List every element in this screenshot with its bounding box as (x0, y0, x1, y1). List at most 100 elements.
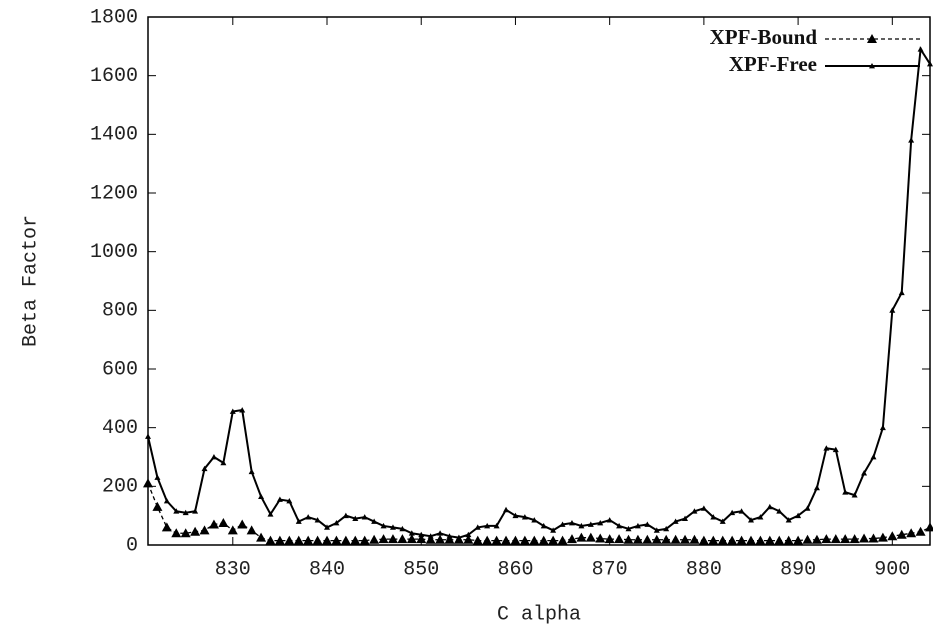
point-marker (248, 468, 255, 475)
y-tick-label: 200 (102, 476, 138, 499)
point-marker (333, 520, 340, 526)
point-marker (653, 527, 660, 533)
point-marker (152, 501, 163, 511)
point-marker (587, 521, 594, 527)
y-tick-label: 0 (126, 534, 138, 557)
point-marker (173, 508, 180, 514)
point-marker (465, 531, 472, 538)
point-marker (755, 535, 766, 545)
point-marker (286, 498, 293, 504)
point-marker (585, 532, 596, 542)
y-tick-label: 1200 (90, 182, 138, 205)
point-marker (793, 535, 804, 545)
series-line (147, 483, 931, 542)
x-tick-label: 850 (403, 558, 439, 581)
y-tick-label: 1600 (90, 65, 138, 88)
point-marker (691, 508, 698, 514)
point-marker (342, 512, 349, 519)
point-marker (161, 522, 172, 532)
point-marker (143, 478, 153, 488)
point-marker (783, 535, 794, 545)
point-marker (482, 535, 493, 545)
point-marker (437, 530, 444, 536)
point-marker (861, 470, 868, 476)
point-marker (265, 535, 276, 545)
point-marker (889, 307, 896, 313)
point-marker (369, 534, 380, 544)
point-marker (906, 528, 917, 538)
point-marker (397, 534, 408, 544)
y-tick-label: 1400 (90, 124, 138, 147)
point-marker (877, 532, 888, 542)
point-marker (670, 534, 681, 544)
point-marker (813, 484, 820, 491)
point-marker (550, 527, 557, 533)
point-marker (521, 514, 528, 520)
y-tick-label: 1000 (90, 241, 138, 264)
point-marker (785, 517, 792, 523)
point-marker (597, 520, 604, 526)
point-marker (399, 525, 406, 532)
point-marker (474, 524, 481, 530)
point-marker (389, 524, 396, 530)
point-marker (276, 496, 283, 502)
point-marker (727, 535, 738, 545)
point-marker (557, 535, 568, 545)
point-marker (851, 492, 858, 498)
point-marker (625, 525, 632, 532)
point-marker (293, 535, 304, 545)
point-marker (548, 535, 559, 545)
point-marker (210, 454, 217, 460)
x-tick-label: 890 (780, 558, 816, 581)
point-marker (510, 535, 521, 545)
legend-marker (869, 63, 875, 69)
x-tick-label: 840 (309, 558, 345, 581)
point-marker (435, 534, 446, 544)
point-marker (927, 60, 933, 67)
point-marker (312, 535, 323, 545)
point-marker (171, 528, 182, 538)
point-marker (340, 535, 351, 545)
point-marker (182, 509, 189, 516)
point-marker (324, 524, 331, 530)
x-tick-label: 900 (874, 558, 910, 581)
point-marker (274, 535, 285, 545)
point-marker (350, 535, 361, 545)
point-marker (661, 534, 672, 544)
point-marker (352, 515, 359, 521)
y-tick-label: 800 (102, 300, 138, 323)
y-tick-label: 400 (102, 417, 138, 440)
point-marker (256, 532, 267, 542)
point-marker (710, 514, 717, 520)
point-marker (378, 534, 389, 544)
point-marker (371, 518, 378, 524)
point-marker (766, 503, 773, 510)
point-marker (538, 535, 549, 545)
point-marker (267, 511, 274, 517)
point-marker (491, 535, 502, 545)
point-marker (531, 517, 538, 523)
point-marker (616, 522, 623, 529)
x-tick-label: 860 (497, 558, 533, 581)
plot-frame (147, 16, 931, 546)
point-marker (220, 459, 227, 466)
point-marker (738, 508, 745, 514)
point-marker (192, 508, 199, 514)
point-marker (427, 533, 434, 539)
point-marker (322, 535, 333, 545)
point-marker (672, 518, 679, 524)
point-marker (634, 522, 641, 529)
point-marker (682, 515, 689, 521)
point-marker (614, 534, 625, 544)
point-marker (303, 535, 314, 545)
point-marker (380, 522, 387, 529)
point-marker (745, 535, 756, 545)
point-marker (503, 506, 510, 513)
x-axis-title: C alpha (497, 603, 581, 626)
point-marker (719, 518, 726, 524)
point-marker (237, 519, 248, 529)
x-tick-label: 880 (686, 558, 722, 581)
point-marker (227, 525, 238, 535)
point-marker (512, 512, 519, 519)
point-marker (700, 505, 707, 511)
